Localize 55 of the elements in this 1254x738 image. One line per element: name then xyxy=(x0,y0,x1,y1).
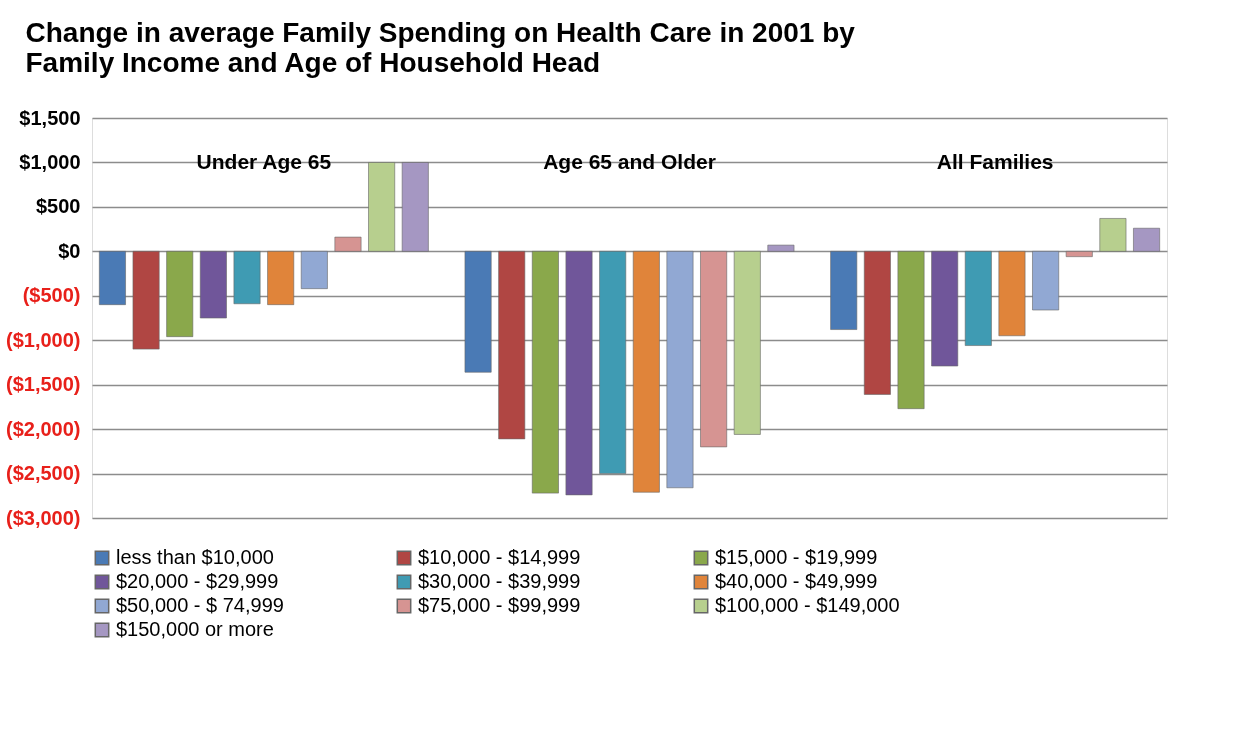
bar xyxy=(267,251,295,305)
bar xyxy=(733,251,761,435)
bar xyxy=(132,251,160,350)
y-tick-label: ($500) xyxy=(22,284,81,307)
text: Family Income and Age of Household Head xyxy=(25,47,601,78)
bar xyxy=(897,251,925,409)
bar xyxy=(401,162,429,252)
bar xyxy=(931,251,959,367)
legend-label: less than $10,000 xyxy=(116,546,274,568)
legend-label: $10,000 - $14,999 xyxy=(418,546,581,568)
legend-label: $20,000 - $29,999 xyxy=(116,570,279,592)
bar xyxy=(1133,227,1160,252)
bar xyxy=(632,251,660,493)
bar xyxy=(964,251,992,346)
bar xyxy=(700,251,728,448)
y-tick-label: ($1,500) xyxy=(6,373,81,396)
bar xyxy=(99,251,126,305)
bar xyxy=(599,251,627,474)
x-tick-label: Under Age 65 xyxy=(196,150,332,173)
bar xyxy=(998,251,1026,337)
bar xyxy=(1065,251,1093,257)
legend-label: $150,000 or more xyxy=(116,618,274,640)
bar xyxy=(767,244,795,252)
bar xyxy=(166,251,194,337)
bar xyxy=(1099,218,1127,252)
x-tick-label: All Families xyxy=(936,150,1054,173)
x-tick-label: Age 65 and Older xyxy=(543,150,716,173)
bar xyxy=(565,251,593,496)
legend-label: $40,000 - $49,999 xyxy=(715,570,878,592)
bar xyxy=(300,251,328,289)
bar xyxy=(666,251,694,489)
legend-label: $50,000 - $ 74,999 xyxy=(116,594,284,616)
y-tick-label: $500 xyxy=(36,195,81,218)
bar xyxy=(233,251,261,305)
y-tick-label: ($1,000) xyxy=(6,328,81,351)
y-tick-label: $1,500 xyxy=(19,106,81,129)
bar xyxy=(1032,251,1060,311)
y-tick-label: ($2,500) xyxy=(6,462,81,485)
bar xyxy=(863,251,891,395)
legend-label: $15,000 - $19,999 xyxy=(715,546,878,568)
y-tick-label: $1,000 xyxy=(19,150,81,173)
bar xyxy=(368,162,396,252)
bar xyxy=(199,251,227,319)
bar xyxy=(334,236,362,252)
y-tick-label: ($3,000) xyxy=(6,506,81,529)
legend-label: $30,000 - $39,999 xyxy=(418,570,581,592)
legend-label: $75,000 - $99,999 xyxy=(418,594,581,616)
y-tick-label: $0 xyxy=(58,239,81,262)
bar xyxy=(464,251,492,373)
bar xyxy=(498,251,526,440)
y-tick-label: ($2,000) xyxy=(6,417,81,440)
bar xyxy=(531,251,559,494)
legend-label: $100,000 - $149,000 xyxy=(715,594,900,616)
bar xyxy=(830,251,858,330)
text: Change in average Family Spending on Health Care in 2001 by xyxy=(25,17,855,48)
